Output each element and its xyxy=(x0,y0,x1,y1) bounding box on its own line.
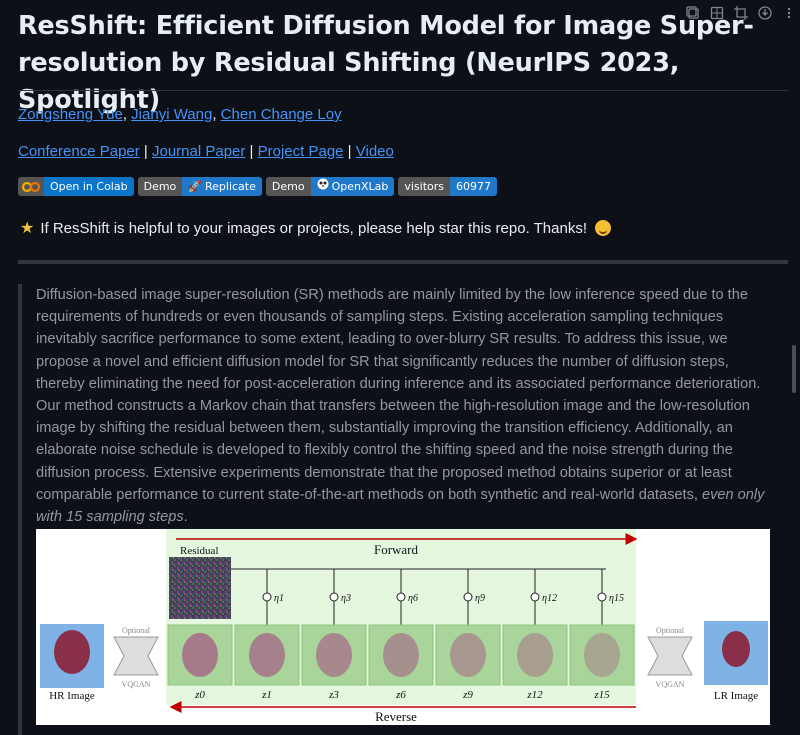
z-label: z3 xyxy=(328,689,339,701)
star-message: ★ If ResShift is helpful to your images … xyxy=(20,218,612,238)
copy-icon[interactable] xyxy=(686,6,700,20)
reverse-label: Reverse xyxy=(375,709,417,724)
abstract-blockquote: Diffusion-based image super-resolution (… xyxy=(18,284,778,735)
badge-label: Demo xyxy=(265,177,311,196)
colab-icon xyxy=(18,177,44,196)
figure-diagram: Forward Residual η1 η3 η6 η9 η12 η15 z0 z1 z3 z6… xyxy=(40,529,768,724)
badge-label: Replicate xyxy=(204,180,256,193)
author-link[interactable]: Chen Change Loy xyxy=(220,106,342,123)
hr-label: HR Image xyxy=(49,690,95,702)
multiply-node xyxy=(262,592,272,602)
download-icon[interactable] xyxy=(758,6,772,20)
eta-label: η3 xyxy=(341,593,351,604)
multiply-node xyxy=(530,592,540,602)
crop-icon[interactable] xyxy=(734,6,748,20)
image-toolbar xyxy=(686,6,796,20)
separator: , xyxy=(212,106,221,123)
badge-row: Open in Colab Demo 🚀 Replicate Demo Open… xyxy=(18,177,497,196)
z-label-group: z0 z1 z3 z6 z9 z12 z15 xyxy=(194,689,610,701)
residual-label: Residual xyxy=(180,545,219,557)
method-figure: Forward Residual η1 η3 η6 η9 η12 η15 z0 z1 z3 z6… xyxy=(36,529,770,725)
openxlab-badge[interactable]: Demo OpenXLab xyxy=(265,177,395,196)
residual-image xyxy=(169,557,231,619)
separator: | xyxy=(139,143,152,160)
balloon-shape xyxy=(316,633,352,677)
panda-icon xyxy=(317,177,329,196)
star-icon: ★ xyxy=(20,220,35,237)
z-label: z1 xyxy=(261,689,272,701)
frame-group xyxy=(167,624,635,686)
lr-balloon xyxy=(722,631,750,667)
eta-label: η15 xyxy=(609,593,624,604)
separator: | xyxy=(343,143,356,160)
badge-label: Open in Colab xyxy=(44,177,134,196)
separator: , xyxy=(122,106,132,123)
multiply-node xyxy=(597,592,607,602)
eta-group: η1 η3 η6 η9 η12 η15 xyxy=(262,569,624,625)
colab-badge[interactable]: Open in Colab xyxy=(18,177,134,196)
badge-label: visitors xyxy=(398,177,450,196)
multiply-node xyxy=(396,592,406,602)
title-divider xyxy=(18,90,788,91)
replicate-badge-right: 🚀 Replicate xyxy=(182,177,262,196)
grid-icon[interactable] xyxy=(710,6,724,20)
abstract-end: . xyxy=(183,509,188,526)
multiply-node xyxy=(329,592,339,602)
abstract-emphasis: even only with 15 sampling steps xyxy=(36,486,765,526)
vqgan-right: Optional VQGAN xyxy=(647,626,693,689)
forward-label: Forward xyxy=(374,542,419,557)
vqgan-left: Optional VQGAN xyxy=(113,626,159,689)
z-label: z0 xyxy=(194,689,205,701)
paper-links: Conference Paper | Journal Paper | Proje… xyxy=(18,143,394,160)
z-label: z6 xyxy=(395,689,406,701)
vqgan-label: VQGAN xyxy=(656,680,685,689)
project-page-link[interactable]: Project Page xyxy=(257,143,344,160)
eta-label: η9 xyxy=(475,593,485,604)
balloon-shape xyxy=(383,633,419,677)
z-label: z12 xyxy=(526,689,543,701)
lr-label: LR Image xyxy=(714,690,758,702)
author-list: Zongsheng Yue, Jianyi Wang, Chen Change … xyxy=(18,106,342,123)
balloon-shape xyxy=(182,633,218,677)
eta-label: η6 xyxy=(408,593,418,604)
balloon-shape xyxy=(450,633,486,677)
optional-label: Optional xyxy=(122,626,151,635)
optional-label: Optional xyxy=(656,626,685,635)
vqgan-label: VQGAN xyxy=(122,680,151,689)
hr-balloon xyxy=(54,630,90,674)
author-link[interactable]: Jianyi Wang xyxy=(131,106,213,123)
openxlab-badge-right: OpenXLab xyxy=(310,177,395,196)
more-icon[interactable] xyxy=(782,6,796,20)
badge-label: OpenXLab xyxy=(331,180,389,193)
balloon-shape xyxy=(517,633,553,677)
abstract-body: Diffusion-based image super-resolution (… xyxy=(36,287,761,503)
page-title: ResShift: Efficient Diffusion Model for … xyxy=(18,11,754,115)
separator: | xyxy=(245,143,258,160)
conference-paper-link[interactable]: Conference Paper xyxy=(18,143,140,160)
journal-paper-link[interactable]: Journal Paper xyxy=(151,143,246,160)
multiply-node xyxy=(463,592,473,602)
z-label: z15 xyxy=(593,689,610,701)
star-message-text: If ResShift is helpful to your images or… xyxy=(40,219,588,237)
eta-label: η12 xyxy=(542,593,557,604)
z-label: z9 xyxy=(462,689,473,701)
abstract-text: Diffusion-based image super-resolution (… xyxy=(36,284,766,528)
section-divider xyxy=(18,260,788,264)
video-link[interactable]: Video xyxy=(355,143,394,160)
balloon-shape xyxy=(249,633,285,677)
badge-label: Demo xyxy=(137,177,183,196)
visitor-count: 60977 xyxy=(450,177,497,196)
eta-label: η1 xyxy=(274,593,284,604)
author-link[interactable]: Zongsheng Yue xyxy=(18,106,123,123)
balloon-shape xyxy=(584,633,620,677)
visitors-badge[interactable]: visitors 60977 xyxy=(398,177,497,196)
rocket-icon: 🚀 xyxy=(188,180,202,193)
hugging-face-icon xyxy=(595,220,612,236)
replicate-badge[interactable]: Demo 🚀 Replicate xyxy=(137,177,262,196)
scrollbar-thumb[interactable] xyxy=(792,345,796,393)
